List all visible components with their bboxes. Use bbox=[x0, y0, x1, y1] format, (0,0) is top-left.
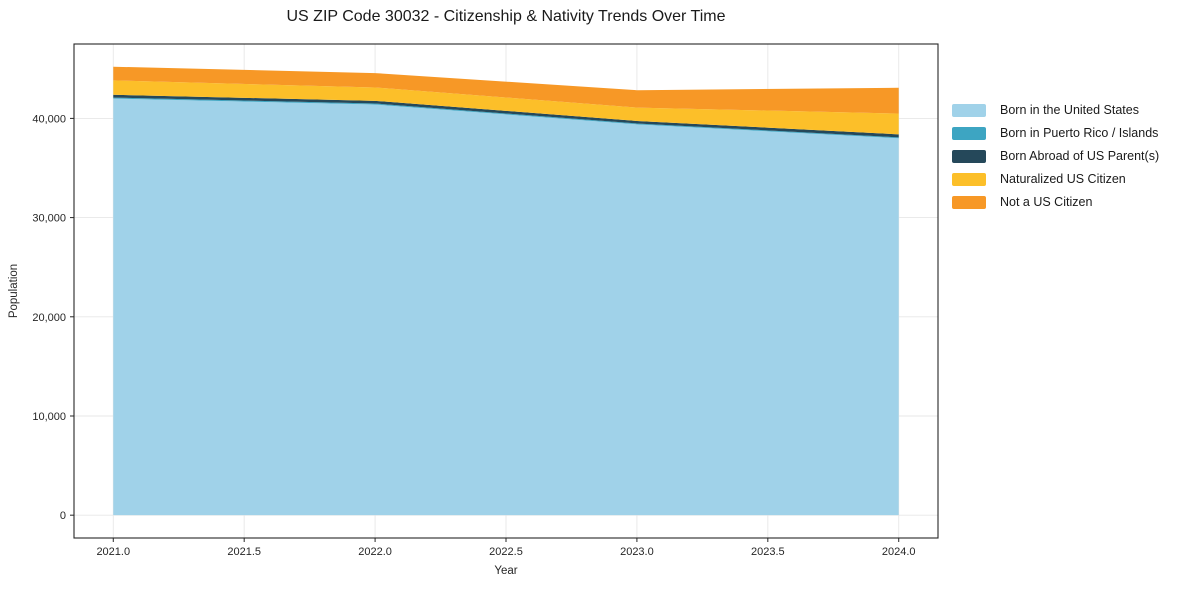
y-axis-label: Population bbox=[8, 263, 20, 319]
x-axis-label: Year bbox=[494, 565, 518, 577]
legend-swatch bbox=[952, 172, 986, 186]
legend-swatch bbox=[952, 126, 986, 140]
legend-swatch bbox=[952, 103, 986, 117]
legend-label: Naturalized US Citizen bbox=[1000, 172, 1126, 186]
legend-item: Born Abroad of US Parent(s) bbox=[952, 149, 1159, 163]
y-tick-label: 40,000 bbox=[32, 113, 66, 125]
legend-label: Born Abroad of US Parent(s) bbox=[1000, 149, 1160, 163]
legend-label: Not a US Citizen bbox=[1000, 195, 1093, 209]
y-tick-label: 0 bbox=[60, 510, 66, 522]
area-series bbox=[113, 80, 899, 135]
x-tick-label: 2022.5 bbox=[489, 546, 523, 558]
legend: Born in the United States Born in Puerto … bbox=[952, 103, 1159, 218]
x-tick-label: 2022.0 bbox=[358, 546, 392, 558]
legend-label: Born in the United States bbox=[1000, 103, 1139, 117]
area-series bbox=[113, 94, 899, 138]
x-tick-label: 2023.5 bbox=[751, 546, 785, 558]
y-tick-label: 30,000 bbox=[32, 213, 66, 225]
legend-swatch bbox=[952, 195, 986, 209]
legend-item: Naturalized US Citizen bbox=[952, 172, 1159, 186]
legend-item: Born in the United States bbox=[952, 103, 1159, 117]
x-tick-label: 2021.5 bbox=[227, 546, 261, 558]
legend-label: Born in Puerto Rico / Islands bbox=[1000, 126, 1159, 140]
y-tick-label: 10,000 bbox=[32, 411, 66, 423]
legend-item: Born in Puerto Rico / Islands bbox=[952, 126, 1159, 140]
x-tick-label: 2021.0 bbox=[96, 546, 130, 558]
chart-title: US ZIP Code 30032 - Citizenship & Nativi… bbox=[286, 8, 726, 25]
y-tick-label: 20,000 bbox=[32, 312, 66, 324]
x-tick-label: 2023.0 bbox=[620, 546, 654, 558]
legend-swatch bbox=[952, 149, 986, 163]
area-series bbox=[113, 66, 899, 114]
legend-item: Not a US Citizen bbox=[952, 195, 1159, 209]
area-series bbox=[113, 98, 899, 516]
x-tick-label: 2024.0 bbox=[882, 546, 916, 558]
